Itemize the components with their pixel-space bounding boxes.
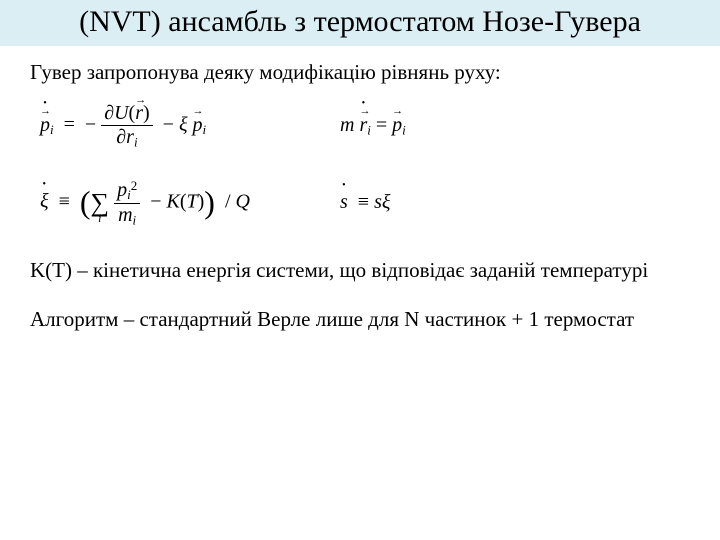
sym-r: r bbox=[126, 126, 134, 148]
sym-K: K bbox=[166, 190, 179, 212]
body-area: Гувер запропонува деяку модифікацію рівн… bbox=[0, 46, 720, 332]
sum-icon: ∑ i bbox=[91, 188, 110, 218]
sub-i: i bbox=[402, 122, 406, 137]
sym-partial: ∂ bbox=[104, 102, 114, 124]
sym-eq: = bbox=[376, 114, 387, 136]
fraction-p2-m: pi2 mi bbox=[114, 179, 140, 227]
sym-m: m bbox=[340, 114, 354, 136]
sym-partial: ∂ bbox=[116, 126, 126, 148]
sub-i: i bbox=[134, 134, 138, 149]
equation-sdot: • s ≡ sξ bbox=[340, 191, 640, 214]
sym-s: s bbox=[340, 191, 348, 213]
sym-T: T bbox=[186, 190, 197, 212]
sym-minus: − bbox=[163, 114, 174, 136]
title-band: (NVT) ансамбль з термостатом Нозе-Гувера bbox=[0, 0, 720, 46]
equation-mrdot: m • → r i = → p i bbox=[340, 114, 640, 138]
sym-p: p bbox=[40, 114, 50, 136]
algorithm-text: Алгоритм – стандартний Верле лише для N … bbox=[30, 307, 690, 332]
equation-xidot: • ξ ≡ ( ∑ i pi2 mi − K(T)) / Q bbox=[40, 179, 340, 227]
sym-equiv: ≡ bbox=[358, 191, 369, 213]
sym-equiv: ≡ bbox=[59, 190, 70, 212]
sym-xi: ξ bbox=[382, 191, 391, 213]
sym-minus: − bbox=[85, 114, 96, 136]
fraction-dU-dr: ∂U(→r) ∂ri bbox=[101, 103, 152, 149]
sym-U: U bbox=[114, 102, 128, 124]
paren-close: ) bbox=[204, 190, 215, 216]
sym-p: p bbox=[392, 114, 402, 136]
sym-r: r bbox=[359, 114, 367, 136]
sub-i: i bbox=[133, 212, 137, 227]
sub-i: i bbox=[367, 122, 371, 137]
intro-text: Гувер запропонува деяку модифікацію рівн… bbox=[30, 60, 690, 85]
sym-eq: = bbox=[64, 114, 75, 136]
sym-Q: Q bbox=[236, 190, 250, 212]
sym-xi: ξ bbox=[40, 190, 49, 212]
equation-row-1: • → p i = − ∂U(→r) ∂ri − ξ → p i m bbox=[40, 103, 690, 149]
sym-m: m bbox=[118, 204, 132, 226]
equation-pdot: • → p i = − ∂U(→r) ∂ri − ξ → p i bbox=[40, 103, 340, 149]
paren-open: ( bbox=[80, 190, 91, 216]
note-KT: K(T) – кінетична енергія системи, що від… bbox=[30, 257, 690, 283]
sub-i: i bbox=[50, 122, 54, 137]
page-title: (NVT) ансамбль з термостатом Нозе-Гувера bbox=[0, 4, 720, 40]
sub-i: i bbox=[203, 122, 207, 137]
equation-row-2: • ξ ≡ ( ∑ i pi2 mi − K(T)) / Q • s ≡ sξ bbox=[40, 179, 690, 227]
sym-p: p bbox=[117, 179, 127, 201]
sym-minus: − bbox=[150, 190, 161, 212]
sym-p: p bbox=[193, 114, 203, 136]
sum-index: i bbox=[91, 212, 110, 225]
sym-xi: ξ bbox=[179, 114, 188, 136]
sym-s: s bbox=[374, 191, 382, 213]
